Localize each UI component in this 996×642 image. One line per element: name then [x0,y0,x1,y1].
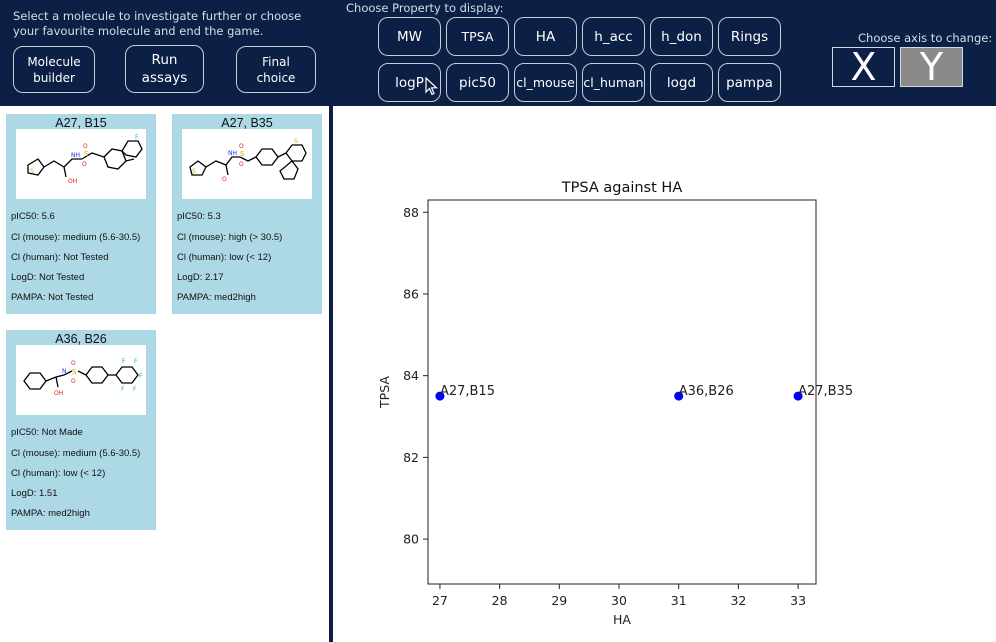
molecule-structure-image: S NH S O O OH F [16,129,146,199]
final-choice-button[interactable]: Final choice [236,46,316,93]
property-tpsa-button[interactable]: TPSA [446,17,509,56]
svg-text:F: F [133,386,137,393]
molecule-name: A36, B26 [55,332,107,346]
svg-text:OH: OH [68,178,77,185]
svg-text:S: S [84,150,89,158]
run-assays-button[interactable]: Run assays [125,45,204,93]
y-tick-label: 82 [403,450,419,465]
x-axis-button[interactable]: X [832,45,895,89]
molecule-card[interactable]: A27, B15 S NH S O O OH F pIC50: 5.6 Cl (… [6,114,156,314]
pic50-text: pIC50: Not Made [11,427,83,438]
x-tick-label: 28 [492,593,508,608]
property-h-don-button[interactable]: h_don [650,17,713,56]
x-tick-label: 32 [730,593,746,608]
svg-text:F: F [121,386,125,393]
svg-text:O: O [82,161,87,168]
instructions-text: Select a molecule to investigate further… [13,9,302,38]
scatter-chart: TPSA against HA HA TPSA 27 28 29 30 31 32 33 80 82 8… [377,180,853,627]
svg-text:S: S [192,168,196,175]
axis-label: Choose axis to change: [858,31,993,45]
x-axis-label: HA [613,612,631,627]
logd-text: LogD: 1.51 [11,488,58,499]
data-point-label: A27,B35 [798,384,853,399]
y-tick-label: 80 [403,532,419,547]
x-tick-label: 30 [611,593,627,608]
molecule-card[interactable]: A36, B26 N S O O OH F F F F F pIC50: [6,330,156,530]
molecule-name: A27, B15 [55,116,107,130]
data-point [435,391,445,401]
property-mw-button[interactable]: MW [378,17,441,56]
molecule-name: A27, B35 [221,116,273,130]
molecule-builder-button[interactable]: Molecule builder [13,46,95,93]
svg-text:OH: OH [54,390,63,397]
svg-text:O: O [71,378,76,385]
y-axis-label: TPSA [377,376,392,409]
y-tick-label: 88 [403,205,419,220]
svg-text:S: S [294,138,298,145]
svg-text:F: F [122,358,126,365]
cl-mouse-text: Cl (mouse): medium (5.6-30.5) [11,448,141,459]
x-tick-label: 33 [790,593,806,608]
property-cl-mouse-button[interactable]: cl_mouse [514,63,577,102]
svg-text:NH: NH [71,152,80,159]
cl-human-text: Cl (human): low (< 12) [11,468,106,479]
plot-frame [427,199,817,585]
svg-text:O: O [239,143,244,150]
data-point [674,391,684,401]
logd-text: LogD: 2.17 [177,272,224,283]
x-tick-label: 27 [432,593,448,608]
molecule-structure-image: S NH S O O O S [182,129,312,199]
svg-text:O: O [71,360,76,367]
y-tick-label: 84 [403,368,419,383]
svg-text:S: S [240,150,245,158]
pic50-text: pIC50: 5.3 [177,211,221,222]
property-rings-button[interactable]: Rings [718,17,781,56]
molecule-card[interactable]: A27, B35 S NH S O O O S pIC50: 5.3 Cl (m… [172,114,322,314]
chart-title: TPSA against HA [561,180,683,196]
molecule-structure-image: N S O O OH F F F F F [16,345,146,415]
data-point [793,391,803,401]
data-point-label: A27,B15 [440,384,495,399]
svg-text:S: S [30,168,34,175]
svg-text:O: O [83,143,88,150]
pic50-text: pIC50: 5.6 [11,211,55,222]
property-ha-button[interactable]: HA [514,17,577,56]
property-pic50-button[interactable]: pic50 [446,63,509,102]
property-cl-human-button[interactable]: cl_human [582,63,645,102]
svg-text:F: F [139,373,143,380]
svg-text:S: S [72,368,77,376]
property-pampa-button[interactable]: pampa [718,63,781,102]
y-tick-label: 86 [403,286,419,301]
property-label: Choose Property to display: [346,1,504,15]
cl-human-text: Cl (human): low (< 12) [177,252,272,263]
cl-human-text: Cl (human): Not Tested [11,252,109,263]
property-logd-button[interactable]: logd [650,63,713,102]
svg-text:O: O [239,161,244,168]
x-tick-label: 29 [551,593,567,608]
svg-text:F: F [134,358,138,365]
pampa-text: PAMPA: Not Tested [11,292,94,303]
cl-mouse-text: Cl (mouse): high (> 30.5) [177,232,283,243]
x-tick-label: 31 [671,593,687,608]
svg-text:N: N [62,368,67,375]
y-axis-button[interactable]: Y [900,45,963,89]
property-logp-button[interactable]: logP [378,63,441,102]
panel-divider [329,106,333,642]
top-toolbar: Select a molecule to investigate further… [0,0,996,106]
pampa-text: PAMPA: med2high [177,292,256,303]
svg-text:O: O [222,176,227,183]
mouse-pointer-icon [425,77,439,96]
svg-text:NH: NH [228,150,237,157]
cl-mouse-text: Cl (mouse): medium (5.6-30.5) [11,232,141,243]
data-point-label: A36,B26 [679,384,734,399]
property-h-acc-button[interactable]: h_acc [582,17,645,56]
logd-text: LogD: Not Tested [11,272,85,283]
svg-text:F: F [135,134,139,141]
pampa-text: PAMPA: med2high [11,508,90,519]
